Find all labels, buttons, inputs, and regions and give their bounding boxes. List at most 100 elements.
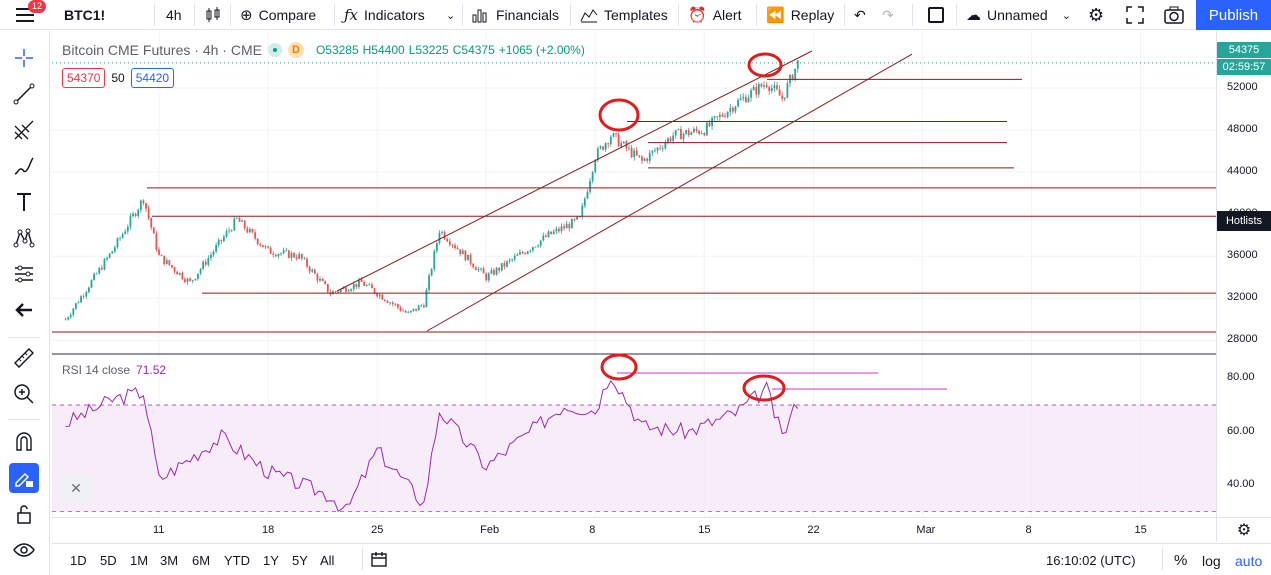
candle-body: [667, 138, 669, 143]
range-button-ytd[interactable]: YTD: [224, 553, 250, 568]
candle-body: [513, 255, 516, 260]
candle-body: [171, 265, 173, 268]
interval-button[interactable]: 4h: [166, 7, 182, 23]
symbol-search-button[interactable]: BTC1!: [64, 7, 106, 23]
templates-button[interactable]: Templates: [574, 0, 674, 30]
ruler-tool[interactable]: [9, 343, 39, 373]
candle-body: [402, 310, 404, 312]
crosshair-icon: [15, 49, 33, 67]
percent-scale-toggle[interactable]: %: [1174, 552, 1188, 569]
candle-body: [173, 267, 176, 272]
candle-body: [295, 257, 298, 259]
settings-button[interactable]: ⚙: [1082, 0, 1110, 30]
range-button-1m[interactable]: 1M: [130, 553, 149, 568]
alert-button[interactable]: ⏰ Alert: [682, 0, 747, 30]
brush-tool[interactable]: [9, 151, 39, 181]
candle-body: [752, 86, 755, 91]
hotlists-button[interactable]: Hotlists: [1217, 211, 1271, 231]
candle-body: [334, 291, 337, 293]
indicators-dropdown-button[interactable]: ⌄: [440, 0, 461, 30]
range-button-1y[interactable]: 1Y: [263, 553, 279, 568]
price-axis[interactable]: 5200048000440004000036000320002800080.00…: [1216, 31, 1271, 517]
buy-button[interactable]: 54420: [130, 68, 175, 88]
gann-fib-tool[interactable]: [9, 115, 39, 145]
chart-canvas[interactable]: [52, 31, 1216, 517]
axis-settings-button[interactable]: ⚙: [1216, 517, 1271, 542]
goto-date-button[interactable]: [370, 550, 388, 571]
candle-body: [729, 107, 732, 112]
replay-button[interactable]: ⏪ Replay: [760, 0, 840, 30]
candle-body: [326, 283, 329, 292]
candle-body: [386, 301, 389, 303]
candle-body: [744, 96, 747, 103]
range-button-5d[interactable]: 5D: [100, 553, 117, 568]
candle-body: [573, 218, 576, 220]
publish-button[interactable]: Publish: [1196, 0, 1271, 30]
time-axis[interactable]: 11 18 25 Feb 8 15 22 Mar 8 15: [52, 517, 1216, 542]
trend-line-tool[interactable]: [9, 79, 39, 109]
range-button-5y[interactable]: 5Y: [292, 553, 308, 568]
candle-body: [607, 143, 610, 145]
chart-type-button[interactable]: [198, 0, 228, 30]
hide-drawings-tool[interactable]: [9, 535, 39, 565]
indicators-button[interactable]: ƒx Indicators: [338, 0, 431, 30]
candle-body: [184, 279, 186, 283]
highlight-circle: [598, 98, 640, 132]
replay-label: Replay: [790, 7, 835, 23]
templates-label: Templates: [604, 7, 668, 23]
collapse-pane-button[interactable]: ✕: [60, 475, 92, 501]
lock-drawings-tool[interactable]: [9, 499, 39, 529]
prediction-tool[interactable]: [9, 259, 39, 289]
magnet-tool[interactable]: [9, 427, 39, 457]
financials-button[interactable]: Financials: [466, 0, 565, 30]
text-tool[interactable]: [9, 187, 39, 217]
candle-body: [217, 239, 220, 246]
crosshair-tool[interactable]: [9, 43, 39, 73]
chart-pane[interactable]: [52, 31, 1216, 517]
range-button-3m[interactable]: 3M: [160, 553, 179, 568]
time-tick-label: 8: [589, 524, 596, 536]
candle-body: [545, 235, 547, 237]
range-button-6m[interactable]: 6M: [192, 553, 211, 568]
stay-in-drawing-mode-tool[interactable]: [9, 463, 39, 493]
candle-body: [409, 310, 412, 313]
candle-body: [259, 244, 262, 246]
back-arrow-tool[interactable]: [9, 295, 39, 325]
candle-body: [674, 130, 677, 136]
candle-body: [737, 100, 739, 107]
layout-name-button[interactable]: ☁ Unnamed ⌄: [960, 0, 1077, 30]
candle-body: [75, 303, 77, 309]
compare-button[interactable]: ⊕ Compare: [234, 0, 322, 30]
candle-body: [763, 85, 765, 87]
main-menu-button[interactable]: 12: [0, 0, 50, 30]
clock-timezone[interactable]: 16:10:02 (UTC): [1046, 553, 1136, 568]
fullscreen-button[interactable]: [1120, 0, 1150, 30]
candle-body: [389, 302, 392, 304]
sell-button[interactable]: 54370: [62, 68, 106, 88]
high-value: H54400: [362, 43, 405, 57]
candle-body: [100, 267, 103, 270]
auto-scale-toggle[interactable]: auto: [1235, 553, 1263, 569]
pattern-tool[interactable]: [9, 223, 39, 253]
fullscreen-select-button[interactable]: [922, 0, 950, 30]
undo-button[interactable]: ↶: [848, 0, 872, 30]
candle-body: [495, 267, 498, 275]
candle-body: [726, 111, 729, 117]
range-button-all[interactable]: All: [320, 553, 335, 568]
rsi-tick-label: 60.00: [1227, 424, 1255, 437]
candle-body: [316, 273, 319, 281]
redo-button[interactable]: ↷: [876, 0, 900, 30]
compare-label: Compare: [258, 7, 317, 23]
snapshot-button[interactable]: [1158, 0, 1190, 30]
candle-body: [197, 273, 199, 279]
range-button-1d[interactable]: 1D: [70, 553, 87, 568]
candle-body: [612, 133, 615, 137]
candle-body: [264, 246, 267, 248]
log-scale-toggle[interactable]: log: [1202, 553, 1221, 569]
candle-body: [534, 246, 537, 248]
chevron-down-icon: ⌄: [446, 9, 456, 22]
cloud-icon: ☁: [966, 7, 981, 24]
candle-body: [547, 231, 550, 237]
channel-upper-line: [336, 50, 813, 292]
zoom-tool[interactable]: [9, 379, 39, 409]
